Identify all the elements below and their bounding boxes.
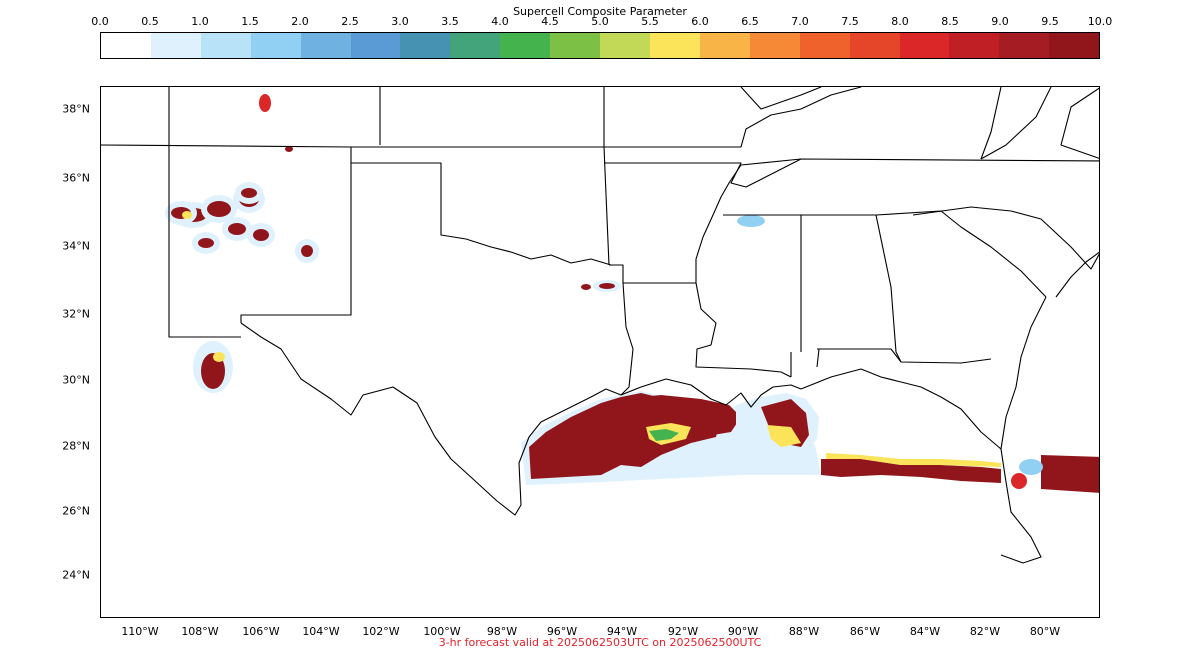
latitude-label: 34°N: [62, 239, 90, 253]
colorbar-tick-label: 8.0: [891, 15, 909, 28]
colorbar-segment: [1049, 33, 1100, 58]
colorbar-tick-label: 0.5: [141, 15, 159, 28]
latitude-label: 32°N: [62, 307, 90, 321]
longitude-label: 82°W: [969, 625, 1001, 638]
colorbar-segment: [350, 33, 401, 58]
colorbar-segment: [649, 33, 700, 58]
scp-contour-mid: [767, 425, 801, 447]
longitude-label: 106°W: [242, 625, 280, 638]
colorbar-tick-label: 3.0: [391, 15, 409, 28]
longitude-label: 80°W: [1029, 625, 1061, 638]
colorbar-tick-label: 6.5: [741, 15, 759, 28]
state-borders: [101, 87, 1099, 564]
longitude-label: 96°W: [546, 625, 578, 638]
scp-contour-light: [737, 215, 765, 227]
latitude-label: 24°N: [62, 568, 90, 582]
scp-field: [165, 94, 1099, 493]
longitude-label: 104°W: [302, 625, 340, 638]
colorbar-segment: [749, 33, 800, 58]
colorbar-tick-label: 1.0: [191, 15, 209, 28]
scp-contour-extreme: [621, 395, 741, 437]
colorbar-tick-labels: 0.0 0.5 1.0 1.5 2.0 2.5 3.0 3.5 4.0 4.5 5.0 5.5 6.0 6…: [0, 0, 1200, 32]
scp-contour-extreme: [761, 399, 809, 447]
colorbar-tick-label: 7.0: [791, 15, 809, 28]
latitude-label: 38°N: [62, 102, 90, 116]
forecast-valid-caption: 3-hr forecast valid at 2025062503UTC on …: [438, 636, 762, 649]
colorbar-segment: [550, 33, 601, 58]
longitude-label: 86°W: [849, 625, 881, 638]
colorbar-tick-label: 2.5: [341, 15, 359, 28]
colorbar-segment: [799, 33, 850, 58]
colorbar-tick-label: 0.0: [91, 15, 109, 28]
colorbar-tick-label: 4.0: [491, 15, 509, 28]
colorbar-segment: [101, 33, 151, 58]
colorbar-tick-label: 8.5: [941, 15, 959, 28]
colorbar-tick-label: 9.0: [991, 15, 1009, 28]
colorbar-segment: [250, 33, 301, 58]
latitude-label: 36°N: [62, 171, 90, 185]
colorbar-segment: [500, 33, 551, 58]
scp-contour-light: [1019, 459, 1043, 475]
longitude-label: 110°W: [121, 625, 159, 638]
colorbar-segment: [600, 33, 650, 58]
colorbar-tick-label: 9.5: [1041, 15, 1059, 28]
scp-contour-extreme: [198, 238, 214, 248]
colorbar-segment: [200, 33, 251, 58]
scp-contour-extreme: [285, 146, 293, 152]
map-svg: [101, 87, 1099, 564]
scp-contour-extreme: [207, 201, 231, 217]
longitude-label: 92°W: [667, 625, 699, 638]
colorbar-tick-label: 5.0: [591, 15, 609, 28]
scp-contour-extreme: [253, 229, 269, 241]
scp-contour-extreme: [599, 283, 615, 289]
colorbar-tick-label: 1.5: [241, 15, 259, 28]
map-panel: [100, 86, 1100, 618]
colorbar-tick-label: 10.0: [1087, 15, 1113, 28]
colorbar-segment: [949, 33, 1000, 58]
colorbar-segment: [999, 33, 1050, 58]
colorbar-segment: [899, 33, 950, 58]
longitude-label: 94°W: [606, 625, 638, 638]
scp-contour-mid: [826, 453, 1001, 467]
latitude-label: 30°N: [62, 373, 90, 387]
scp-contour-extreme: [241, 188, 257, 198]
longitude-label: 102°W: [362, 625, 400, 638]
longitude-label: 90°W: [727, 625, 759, 638]
longitude-label: 84°W: [909, 625, 941, 638]
longitude-label: 108°W: [181, 625, 219, 638]
colorbar-segment: [150, 33, 201, 58]
scp-contour-extreme: [301, 245, 313, 257]
colorbar-segment: [849, 33, 900, 58]
scp-contour-high: [259, 94, 271, 112]
scp-contour-extreme: [1041, 455, 1099, 493]
colorbar: [100, 32, 1100, 59]
scp-contour-low: [649, 429, 679, 441]
longitude-label: 100°W: [423, 625, 461, 638]
colorbar-title: Supercell Composite Parameter: [513, 5, 687, 18]
colorbar-segment: [450, 33, 501, 58]
longitude-label: 88°W: [788, 625, 820, 638]
colorbar-tick-label: 3.5: [441, 15, 459, 28]
scp-contour-extreme: [581, 284, 591, 290]
colorbar-tick-label: 5.5: [641, 15, 659, 28]
colorbar-tick-label: 2.0: [291, 15, 309, 28]
scp-contour-high: [1011, 473, 1027, 489]
colorbar-tick-label: 6.0: [691, 15, 709, 28]
scp-contour-mid: [213, 352, 225, 362]
scp-contour-extreme: [228, 223, 246, 235]
latitude-label: 28°N: [62, 439, 90, 453]
colorbar-tick-label: 4.5: [541, 15, 559, 28]
scp-contour-mid: [182, 211, 192, 219]
colorbar-segment: [699, 33, 750, 58]
colorbar-tick-label: 7.5: [841, 15, 859, 28]
colorbar-segment: [400, 33, 451, 58]
scp-contour-extreme: [821, 459, 1001, 483]
longitude-label: 98°W: [486, 625, 518, 638]
colorbar-segment: [300, 33, 351, 58]
latitude-label: 26°N: [62, 504, 90, 518]
